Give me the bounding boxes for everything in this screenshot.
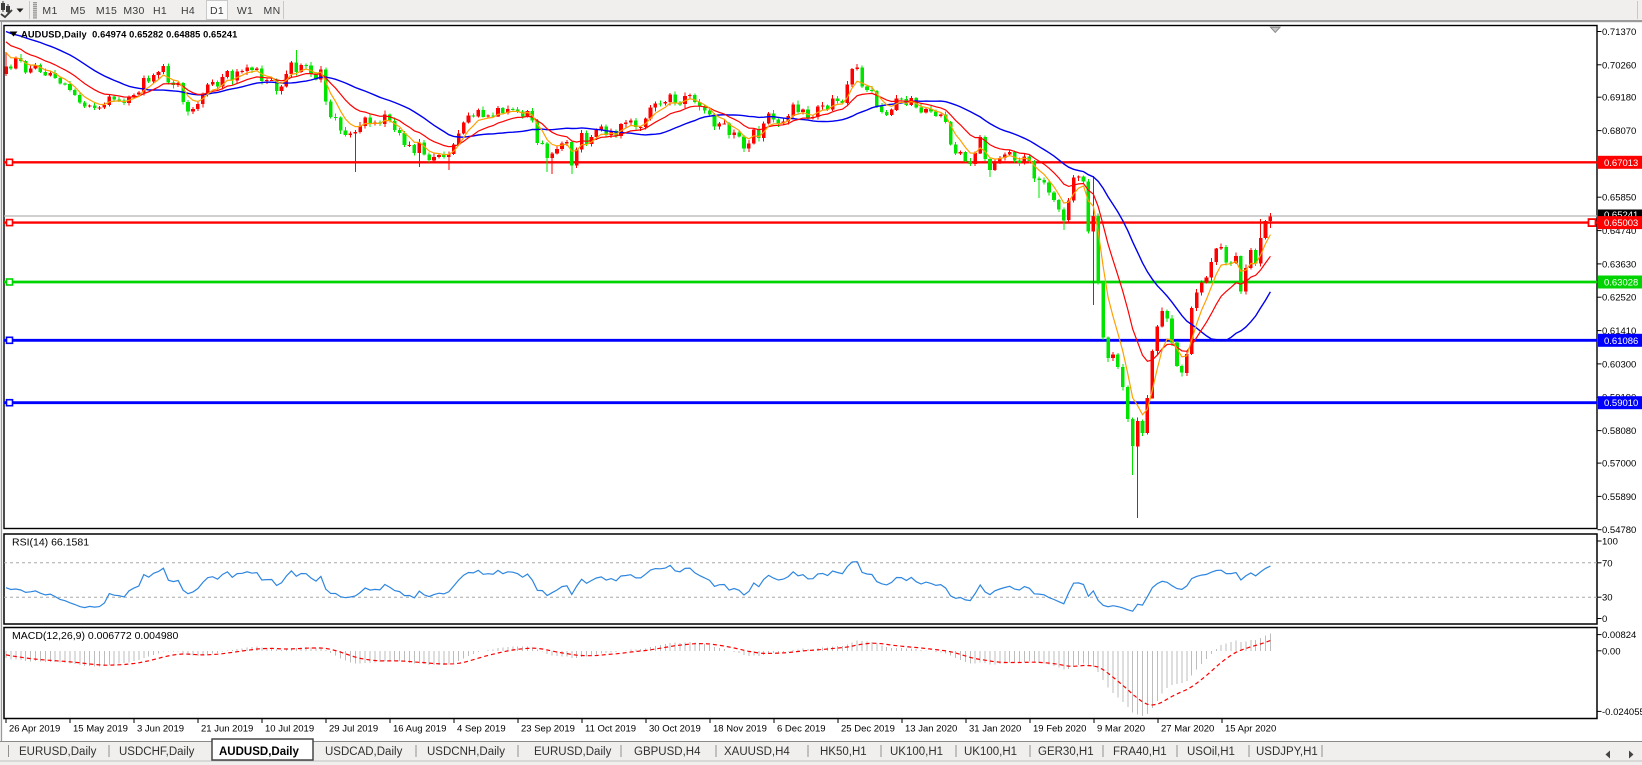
svg-text:USDCAD,Daily: USDCAD,Daily [325, 746, 403, 758]
svg-text:70: 70 [1602, 558, 1613, 569]
svg-text:0.68070: 0.68070 [1602, 126, 1636, 137]
svg-text:USDCHF,Daily: USDCHF,Daily [119, 746, 195, 758]
svg-text:H1: H1 [153, 5, 167, 17]
svg-text:15 May 2019: 15 May 2019 [73, 724, 128, 735]
svg-text:0.63630: 0.63630 [1602, 259, 1636, 270]
svg-text:EURUSD,Daily: EURUSD,Daily [534, 746, 612, 758]
svg-text:0.55890: 0.55890 [1602, 492, 1636, 503]
svg-text:27 Mar 2020: 27 Mar 2020 [1161, 724, 1214, 735]
svg-text:0.63028: 0.63028 [1604, 278, 1638, 289]
svg-text:3 Jun 2019: 3 Jun 2019 [137, 724, 184, 735]
svg-text:MACD(12,26,9) 0.006772 0.00498: MACD(12,26,9) 0.006772 0.004980 [12, 630, 179, 642]
svg-text:UK100,H1: UK100,H1 [964, 746, 1017, 758]
svg-text:0.69180: 0.69180 [1602, 93, 1636, 104]
svg-text:15 Apr 2020: 15 Apr 2020 [1225, 724, 1276, 735]
svg-text:USDJPY,H1: USDJPY,H1 [1256, 746, 1318, 758]
svg-text:30: 30 [1602, 593, 1613, 604]
svg-text:0.58080: 0.58080 [1602, 426, 1636, 437]
svg-text:EURUSD,Daily: EURUSD,Daily [19, 746, 97, 758]
svg-text:23 Sep 2019: 23 Sep 2019 [521, 724, 575, 735]
svg-text:GER30,H1: GER30,H1 [1038, 746, 1094, 758]
svg-text:0.67013: 0.67013 [1604, 158, 1638, 169]
svg-text:0.57000: 0.57000 [1602, 459, 1636, 470]
svg-text:6 Dec 2019: 6 Dec 2019 [777, 724, 826, 735]
svg-text:0.61086: 0.61086 [1604, 336, 1638, 347]
svg-text:-0.024055: -0.024055 [1602, 707, 1642, 718]
svg-text:MN: MN [264, 5, 281, 17]
svg-text:0.54780: 0.54780 [1602, 525, 1636, 536]
svg-text:29 Jul 2019: 29 Jul 2019 [329, 724, 378, 735]
svg-text:19 Feb 2020: 19 Feb 2020 [1033, 724, 1086, 735]
svg-text:M5: M5 [70, 5, 85, 17]
svg-text:16 Aug 2019: 16 Aug 2019 [393, 724, 446, 735]
svg-text:USDCNH,Daily: USDCNH,Daily [427, 746, 505, 758]
svg-text:10 Jul 2019: 10 Jul 2019 [265, 724, 314, 735]
svg-text:0.62520: 0.62520 [1602, 293, 1636, 304]
svg-text:4 Sep 2019: 4 Sep 2019 [457, 724, 506, 735]
svg-text:M30: M30 [123, 5, 144, 17]
svg-text:W1: W1 [237, 5, 253, 17]
svg-text:0.00: 0.00 [1602, 646, 1621, 657]
svg-text:0.71370: 0.71370 [1602, 27, 1636, 38]
svg-text:HK50,H1: HK50,H1 [820, 746, 867, 758]
svg-text:0.00824: 0.00824 [1602, 630, 1636, 641]
svg-text:GBPUSD,H4: GBPUSD,H4 [634, 746, 701, 758]
svg-text:AUDUSD,Daily: AUDUSD,Daily [219, 746, 299, 758]
svg-text:26 Apr 2019: 26 Apr 2019 [9, 724, 60, 735]
svg-text:0: 0 [1602, 614, 1607, 625]
svg-text:M1: M1 [42, 5, 57, 17]
svg-text:0.65003: 0.65003 [1604, 218, 1638, 229]
svg-text:D1: D1 [210, 5, 224, 17]
svg-text:0.59010: 0.59010 [1604, 398, 1638, 409]
svg-text:UK100,H1: UK100,H1 [890, 746, 943, 758]
svg-text:M15: M15 [96, 5, 117, 17]
svg-text:H4: H4 [181, 5, 195, 17]
svg-text:0.65241: 0.65241 [1604, 210, 1638, 221]
svg-text:0.64740: 0.64740 [1602, 226, 1636, 237]
svg-text:USOil,H1: USOil,H1 [1187, 746, 1235, 758]
svg-text:0.60300: 0.60300 [1602, 359, 1636, 370]
svg-text:31 Jan 2020: 31 Jan 2020 [969, 724, 1021, 735]
svg-text:25 Dec 2019: 25 Dec 2019 [841, 724, 895, 735]
svg-text:9 Mar 2020: 9 Mar 2020 [1097, 724, 1145, 735]
svg-text:RSI(14) 66.1581: RSI(14) 66.1581 [12, 537, 89, 549]
svg-text:AUDUSD,Daily 0.64974 0.65282: AUDUSD,Daily 0.64974 0.65282 0.64885 0.6… [21, 30, 237, 40]
svg-text:100: 100 [1602, 537, 1618, 548]
svg-text:21 Jun 2019: 21 Jun 2019 [201, 724, 253, 735]
svg-text:13 Jan 2020: 13 Jan 2020 [905, 724, 957, 735]
svg-text:0.61410: 0.61410 [1602, 326, 1636, 337]
svg-text:0.65850: 0.65850 [1602, 193, 1636, 204]
svg-text:11 Oct 2019: 11 Oct 2019 [585, 724, 636, 735]
svg-text:30 Oct 2019: 30 Oct 2019 [649, 724, 701, 735]
svg-text:FRA40,H1: FRA40,H1 [1113, 746, 1167, 758]
svg-text:0.70260: 0.70260 [1602, 60, 1636, 71]
svg-text:18 Nov 2019: 18 Nov 2019 [713, 724, 767, 735]
svg-text:XAUUSD,H4: XAUUSD,H4 [724, 746, 790, 758]
